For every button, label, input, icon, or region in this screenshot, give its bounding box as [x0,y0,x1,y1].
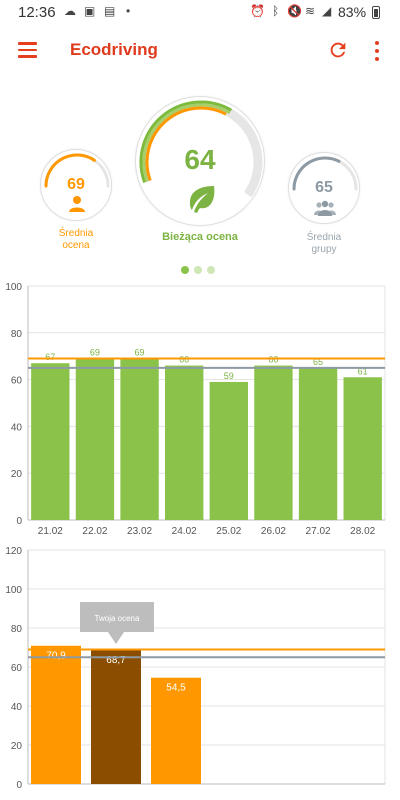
app-title: Ecodriving [70,40,158,59]
battery-percentage: 83% [338,4,367,20]
y-tick-label: 20 [11,741,23,752]
bar [164,365,204,520]
bar [75,358,115,520]
bar-value-label: 54,5 [166,683,186,694]
alarm-icon: ⏰ [250,4,265,18]
y-tick-label: 100 [5,585,22,596]
group-score-gauge [292,156,358,191]
personal-score-value: 69 [67,176,85,193]
daily-scores-chart: 0 20 40 60 80 100 67 21.02 69 22.02 69 23.02 66 24.02… [0,278,400,540]
page-dot-2[interactable] [194,266,202,274]
app-bar: Ecodriving [0,28,400,74]
bar-value-label: 66 [179,355,189,365]
bar [151,677,201,784]
notification-icon: ▤ [104,4,116,18]
bar-value-label: 69 [135,348,145,358]
current-score-gauge [139,100,263,198]
bar-value-label: 70,9 [46,651,66,662]
bar-value-label: 65 [313,357,323,367]
annotation-pointer [108,632,124,645]
personal-score-gauge [44,153,110,188]
current-score-label: Bieżąca ocena [162,231,238,243]
group-average-score[interactable]: 65 [288,152,360,224]
x-tick-label: 28.02 [350,526,375,537]
status-time: 12:36 [18,4,56,21]
bar-value-label: 67 [45,352,55,362]
bar-value-label: 59 [224,371,234,381]
bluetooth-icon: ᛒ [272,4,280,18]
bar [31,363,70,520]
y-tick-label: 40 [11,702,23,713]
dot-icon: • [126,4,131,18]
y-tick-label: 40 [11,422,23,433]
signal-icon: ◢ [322,4,332,18]
y-tick-label: 80 [11,624,23,635]
x-tick-label: 23.02 [127,526,152,537]
person-icon [69,196,85,212]
bar-value-label: 66 [268,355,278,365]
status-bar: 12:36 ☁ ▣ ▤ • ⏰ ᛒ 🔇 ≋ ◢ 83% [0,0,400,24]
bar [298,367,338,520]
daily-scores-chart-svg: 0 20 40 60 80 100 67 21.02 69 22.02 69 23.02 66 24.02… [5,282,386,537]
bar [91,650,141,784]
x-tick-label: 26.02 [261,526,286,537]
page-dot-1[interactable] [181,266,189,274]
wifi-icon: ≋ [305,4,316,18]
score-comparison-chart: 0 20 40 60 80 100 120 70,9 68,7 54,5 Twoja ocena [0,544,400,800]
bar [343,377,382,520]
group-icon [314,200,336,216]
bar-value-label: 61 [358,366,368,376]
current-score[interactable]: 64 [135,96,265,226]
page-dot-3[interactable] [207,266,215,274]
group-score-label: Średnia grupy [306,232,342,255]
y-tick-label: 80 [11,329,23,340]
menu-icon[interactable] [18,42,37,58]
battery-icon [372,6,380,19]
bar-value-label: 68,7 [106,655,126,666]
x-tick-label: 21.02 [38,526,63,537]
current-score-value: 64 [184,144,216,175]
x-tick-label: 25.02 [216,526,241,537]
x-tick-label: 27.02 [306,526,331,537]
y-tick-label: 0 [16,780,22,791]
cloud-icon: ☁ [64,4,76,18]
bar [209,381,249,520]
personal-score-label: Średnia ocena [58,228,94,251]
image-icon: ▣ [84,4,96,18]
bar [120,358,159,520]
x-tick-label: 24.02 [172,526,197,537]
annotation-box [80,602,154,633]
group-score-value: 65 [315,179,333,196]
bar [254,365,293,520]
mute-icon: 🔇 [287,4,302,18]
y-tick-label: 100 [5,282,22,293]
refresh-icon[interactable] [327,39,349,61]
bar [31,645,81,784]
personal-average-score[interactable]: 69 [40,149,112,221]
y-tick-label: 60 [11,663,23,674]
x-tick-label: 22.02 [82,526,107,537]
leaf-icon [189,186,215,213]
y-tick-label: 60 [11,376,23,387]
y-tick-label: 0 [16,516,22,527]
annotation-label: Twoja ocena [95,614,140,623]
score-comparison-chart-svg: 0 20 40 60 80 100 120 70,9 68,7 54,5 Twoja ocena [5,546,386,791]
y-tick-label: 20 [11,469,23,480]
y-tick-label: 120 [5,546,22,557]
bar-value-label: 69 [90,348,100,358]
more-options-icon[interactable] [370,40,384,62]
